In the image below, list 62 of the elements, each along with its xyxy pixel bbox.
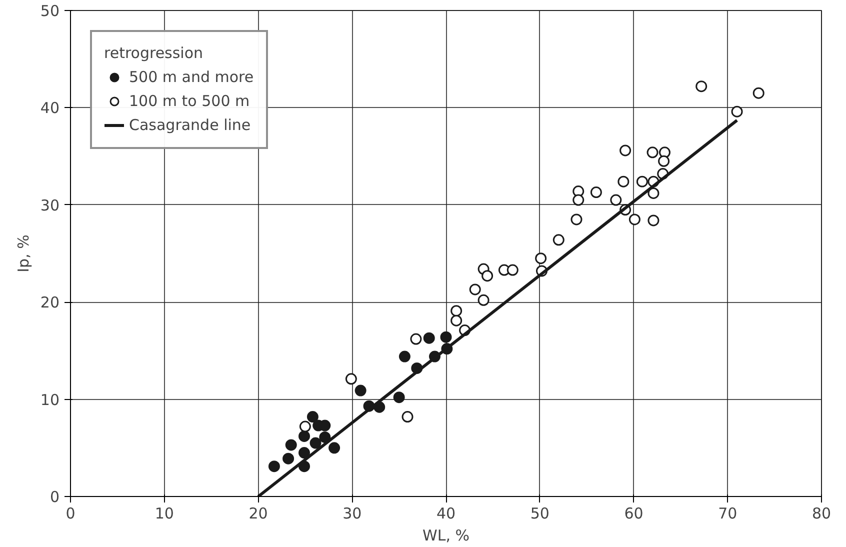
point — [620, 144, 632, 156]
point — [731, 106, 743, 118]
point — [628, 214, 640, 226]
point — [440, 331, 452, 343]
y-tick-label: 0 — [50, 488, 60, 506]
point — [393, 392, 405, 404]
y-tick-label: 20 — [40, 294, 60, 312]
point — [696, 80, 708, 92]
x-tick-label: 80 — [812, 504, 832, 522]
point — [410, 333, 422, 345]
point — [299, 420, 311, 432]
point — [282, 452, 294, 464]
x-axis-title: WL, % — [422, 526, 470, 544]
point — [469, 284, 481, 296]
point — [478, 294, 490, 306]
point — [570, 214, 582, 226]
point — [354, 384, 366, 396]
point — [482, 270, 494, 282]
x-tick-label: 20 — [248, 504, 268, 522]
y-tick-label: 40 — [40, 99, 60, 118]
point — [268, 460, 280, 472]
point — [618, 176, 630, 188]
point — [285, 439, 297, 451]
legend-label: Casagrande line — [129, 116, 251, 134]
point — [535, 252, 547, 264]
y-tick-label: 30 — [40, 196, 60, 214]
x-tick-label: 30 — [342, 504, 362, 522]
point — [402, 411, 414, 423]
legend-label: 100 m to 500 m — [129, 92, 250, 110]
point — [298, 447, 310, 458]
point — [590, 186, 602, 198]
point — [752, 87, 764, 99]
point — [552, 234, 564, 246]
point — [319, 431, 331, 443]
point — [506, 264, 518, 276]
legend-title: retrogression — [104, 44, 204, 62]
y-tick-label: 10 — [40, 390, 60, 409]
point — [306, 411, 318, 423]
x-tick-label: 60 — [624, 504, 644, 522]
point — [298, 430, 310, 442]
x-tick-label: 10 — [154, 504, 174, 522]
point — [648, 214, 660, 226]
point — [423, 332, 435, 344]
point — [450, 305, 462, 317]
x-tick-label: 50 — [530, 504, 550, 522]
point — [636, 176, 648, 188]
point — [658, 155, 670, 167]
point — [450, 314, 462, 326]
point — [398, 350, 410, 362]
point — [646, 146, 658, 158]
y-tick-label: 50 — [40, 2, 60, 20]
x-tick-label: 40 — [436, 504, 456, 522]
point — [610, 194, 622, 206]
point — [648, 187, 660, 199]
x-tick-label: 70 — [718, 504, 738, 522]
point — [345, 373, 357, 385]
point — [572, 194, 584, 206]
point — [328, 442, 340, 454]
legend-label: 500 m and more — [129, 68, 254, 86]
y-axis-title: Ip, % — [14, 234, 32, 272]
x-tick-label: 0 — [66, 504, 76, 522]
point — [310, 437, 322, 449]
